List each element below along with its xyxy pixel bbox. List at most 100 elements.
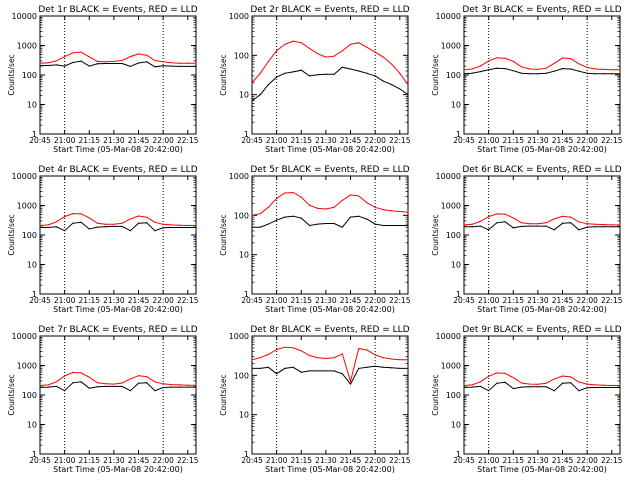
events-data-point — [349, 216, 352, 218]
events-data-point — [463, 73, 465, 75]
lld-data-point — [55, 221, 58, 223]
y-tick-label: 10000 — [12, 332, 37, 341]
lld-data-point — [520, 382, 523, 384]
events-data-point — [154, 230, 156, 232]
x-axis-label: Start Time (05-Mar-08 20:42:00) — [477, 465, 607, 474]
x-tick-label: 21:30 — [103, 136, 125, 145]
events-data-point — [178, 65, 181, 68]
lld-data-point — [619, 69, 621, 71]
x-tick-label: 21:45 — [340, 456, 362, 465]
events-series-line — [39, 381, 196, 392]
lld-data-point — [300, 350, 302, 352]
x-tick-label: 21:15 — [502, 136, 524, 145]
x-tick-label: 20:45 — [29, 296, 51, 305]
lld-data-point — [529, 68, 531, 70]
events-data-point — [349, 68, 352, 70]
lld-data-point — [349, 43, 352, 45]
y-tick-label: 1000 — [17, 42, 37, 51]
events-data-point — [390, 367, 393, 369]
lld-data-point — [586, 66, 588, 69]
events-data-point — [121, 225, 123, 228]
lld-data-point — [187, 224, 189, 227]
lld-data-point — [479, 220, 482, 222]
lld-data-point — [611, 224, 613, 226]
events-data-point — [55, 385, 58, 388]
events-data-point — [561, 222, 564, 224]
lld-data-point — [284, 192, 286, 194]
lld-data-point — [72, 371, 74, 374]
lld-data-point — [154, 381, 156, 383]
y-tick-label: 1000 — [441, 362, 461, 371]
lld-data-point — [382, 208, 384, 211]
events-data-point — [341, 66, 343, 68]
events-data-point — [520, 225, 523, 228]
y-tick-label: 100 — [22, 391, 37, 400]
lld-data-point — [570, 57, 572, 60]
events-data-point — [146, 222, 148, 224]
events-data-point — [251, 100, 253, 102]
chart-panel-6: Det 6r BLACK = Events, RED = LLD 1 10 100 10… — [431, 165, 623, 314]
events-data-point — [325, 73, 327, 75]
y-axis-label: Counts/sec — [431, 374, 440, 415]
events-data-point — [594, 226, 596, 228]
lld-data-point — [72, 52, 74, 54]
y-tick-label: 1 — [456, 130, 461, 139]
events-data-point — [537, 225, 539, 227]
lld-data-point — [471, 68, 473, 70]
events-data-point — [602, 73, 605, 75]
lld-data-point — [251, 82, 253, 84]
lld-data-point — [308, 354, 311, 357]
lld-data-point — [251, 359, 253, 361]
lld-data-point — [39, 224, 41, 227]
events-data-point — [39, 386, 41, 389]
events-data-point — [276, 373, 278, 375]
x-tick-label: 20:45 — [29, 136, 51, 145]
events-data-point — [463, 386, 465, 389]
events-data-point — [545, 386, 547, 388]
y-tick-label: 10000 — [12, 12, 37, 21]
lld-data-point — [154, 59, 156, 62]
chart-title: Det 7r BLACK = Events, RED = LLD — [38, 325, 197, 335]
events-series-line — [252, 365, 408, 386]
x-tick-label: 21:45 — [552, 136, 574, 145]
lld-data-point — [55, 381, 58, 383]
x-axis-label: Start Time (05-Mar-08 20:42:00) — [265, 145, 395, 154]
y-tick-label: 1000 — [441, 202, 461, 211]
lld-data-point — [72, 213, 74, 215]
x-tick-label: 21:00 — [478, 296, 500, 305]
events-data-point — [463, 226, 465, 228]
lld-data-point — [325, 357, 327, 359]
x-tick-label: 22:15 — [177, 296, 199, 305]
y-tick-label: 1000 — [229, 332, 249, 341]
chart-panel-4: Det 4r BLACK = Events, RED = LLD 1 10 100 10… — [7, 165, 199, 314]
events-data-point — [578, 70, 580, 72]
plot-frame — [39, 175, 197, 295]
events-data-point — [113, 385, 115, 388]
events-data-point — [520, 386, 523, 388]
lld-series-line — [463, 372, 620, 386]
events-data-point — [195, 65, 197, 68]
events-data-point — [154, 66, 156, 68]
events-data-point — [488, 390, 490, 392]
lld-data-point — [333, 206, 335, 208]
events-data-point — [96, 386, 99, 388]
events-data-point — [64, 390, 66, 392]
lld-data-point — [154, 221, 156, 223]
events-data-point — [407, 94, 409, 96]
lld-data-point — [471, 223, 473, 225]
lld-data-point — [586, 383, 588, 385]
y-axis-label: Counts/sec — [431, 54, 440, 95]
lld-data-point — [407, 359, 409, 361]
lld-data-point — [594, 68, 596, 70]
x-tick-label: 21:15 — [290, 136, 312, 145]
lld-data-point — [602, 68, 605, 70]
x-tick-label: 21:30 — [527, 296, 549, 305]
lld-data-point — [39, 62, 41, 64]
lld-data-point — [366, 202, 368, 204]
chart-title: Det 4r BLACK = Events, RED = LLD — [38, 165, 197, 175]
lld-data-point — [80, 213, 82, 215]
events-data-point — [382, 224, 384, 227]
y-tick-label: 10 — [239, 251, 249, 260]
lld-data-point — [619, 224, 621, 226]
events-data-point — [529, 73, 531, 75]
